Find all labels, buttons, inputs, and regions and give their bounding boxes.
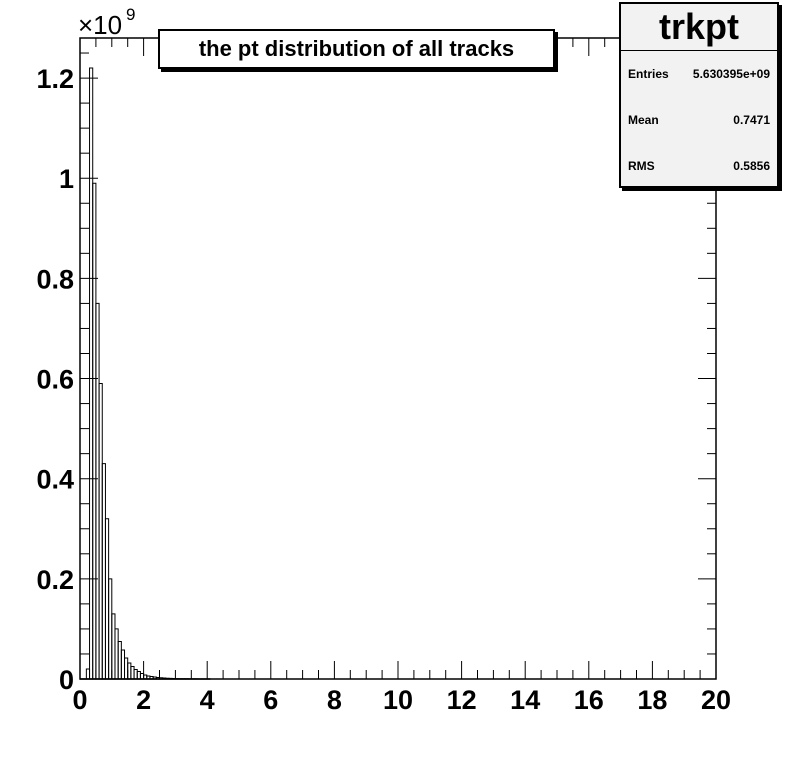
y-tick-label: 0.6 bbox=[36, 365, 74, 395]
stats-row-mean: Mean 0.7471 bbox=[621, 97, 777, 143]
x-tick-label: 10 bbox=[383, 685, 413, 715]
stats-mean-value: 0.7471 bbox=[733, 113, 770, 127]
y-tick-label: 0.8 bbox=[36, 264, 74, 294]
stats-row-rms: RMS 0.5856 bbox=[621, 143, 777, 189]
x-tick-label: 6 bbox=[263, 685, 278, 715]
y-tick-label: 0.4 bbox=[36, 465, 74, 495]
x-tick-label: 0 bbox=[72, 685, 87, 715]
y-tick-label: 0.2 bbox=[36, 565, 74, 595]
stats-mean-label: Mean bbox=[628, 113, 659, 127]
y-multiplier-exponent: 9 bbox=[126, 5, 135, 24]
stats-histogram-name: trkpt bbox=[621, 4, 777, 51]
stats-entries-value: 5.630395e+09 bbox=[692, 67, 770, 81]
x-tick-label: 18 bbox=[637, 685, 667, 715]
stats-rms-label: RMS bbox=[628, 159, 655, 173]
y-tick-label: 0 bbox=[59, 665, 74, 695]
x-tick-label: 16 bbox=[574, 685, 604, 715]
x-tick-label: 2 bbox=[136, 685, 151, 715]
stats-entries-label: Entries bbox=[628, 67, 669, 81]
y-tick-label: 1 bbox=[59, 164, 74, 194]
stats-box: trkpt Entries 5.630395e+09 Mean 0.7471 R… bbox=[619, 2, 779, 188]
chart-title: the pt distribution of all tracks bbox=[158, 29, 555, 69]
x-tick-label: 4 bbox=[200, 685, 215, 715]
y-multiplier-label: ×10 bbox=[78, 10, 122, 40]
x-tick-label: 20 bbox=[701, 685, 731, 715]
x-tick-label: 14 bbox=[510, 685, 540, 715]
x-tick-label: 8 bbox=[327, 685, 342, 715]
stats-row-entries: Entries 5.630395e+09 bbox=[621, 51, 777, 97]
y-tick-label: 1.2 bbox=[36, 64, 74, 94]
stats-rms-value: 0.5856 bbox=[733, 159, 770, 173]
x-tick-label: 12 bbox=[447, 685, 477, 715]
